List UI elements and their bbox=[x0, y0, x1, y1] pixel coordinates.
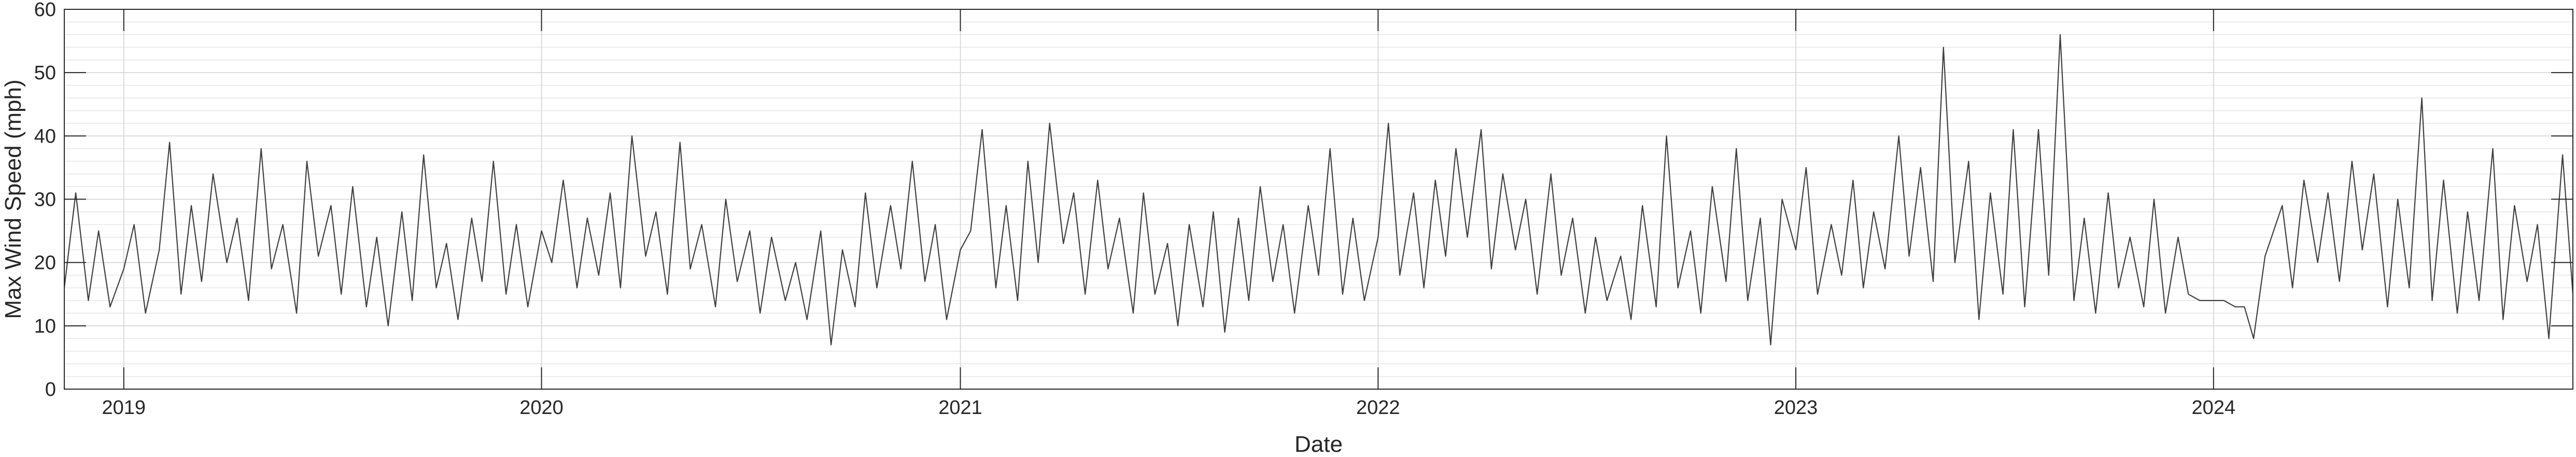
x-axis-label: Date bbox=[1294, 432, 1343, 454]
x-tick-label: 2019 bbox=[102, 397, 146, 419]
x-tick-label: 2020 bbox=[519, 397, 564, 419]
major-grid bbox=[64, 9, 2573, 390]
x-tick-labels: 2019 2020 2021 2022 2023 2024 bbox=[102, 397, 2236, 419]
x-tick-label: 2022 bbox=[1356, 397, 1400, 419]
series-layer bbox=[63, 34, 2574, 346]
y-tick-label: 40 bbox=[34, 125, 56, 147]
y-tick-label: 10 bbox=[34, 316, 56, 337]
y-tick-label: 50 bbox=[34, 62, 56, 84]
axis-ticks bbox=[64, 9, 2573, 390]
y-tick-label: 60 bbox=[34, 0, 56, 21]
y-tick-label: 30 bbox=[34, 189, 56, 211]
x-tick-label: 2024 bbox=[2192, 397, 2236, 419]
y-tick-labels: 0 10 20 30 40 50 60 bbox=[34, 0, 56, 401]
x-tick-label: 2023 bbox=[1774, 397, 1818, 419]
x-tick-label: 2021 bbox=[938, 397, 982, 419]
y-tick-label: 20 bbox=[34, 252, 56, 274]
series-line-0 bbox=[63, 34, 2574, 346]
minor-grid bbox=[64, 21, 2573, 377]
y-axis-label: Max Wind Speed (mph) bbox=[1, 79, 26, 319]
y-tick-label: 0 bbox=[45, 379, 56, 401]
